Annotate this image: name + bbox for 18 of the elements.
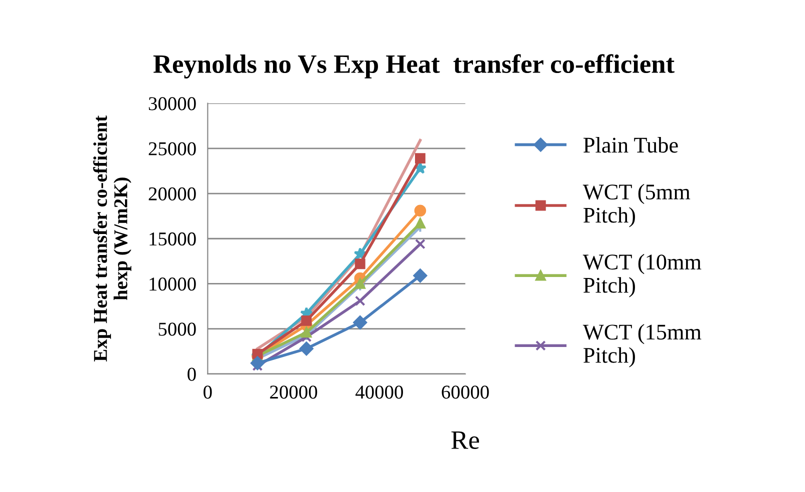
y-tick-label: 10000: [150, 278, 196, 291]
y-tick-label: 0: [188, 368, 196, 381]
y-tick-label: 20000: [148, 187, 196, 200]
y-tick-label: 15000: [150, 232, 196, 246]
legend-label: Plain Tube: [584, 137, 678, 153]
x-tick-label: 60000: [442, 386, 489, 399]
y-tick-label: 25000: [148, 142, 196, 156]
x-tick-label: 20000: [270, 386, 318, 399]
legend-label: WCT (15mm Pitch): [582, 324, 702, 368]
x-tick-label: 40000: [356, 386, 403, 399]
legend-label: WCT (5mm Pitch): [582, 184, 690, 228]
y-axis-title: Exp Heat transfer co-efficient hexp (W/m2K): [93, 116, 132, 362]
chart-title: Reynolds no Vs Exp Heat transfer co-efficient: [153, 54, 674, 78]
y-tick-label: 30000: [148, 97, 196, 110]
x-tick-label: 0: [204, 386, 212, 399]
x-axis-title: Re: [451, 431, 480, 450]
legend-label: WCT (10mm Pitch): [582, 254, 702, 298]
y-tick-label: 5000: [158, 322, 196, 336]
